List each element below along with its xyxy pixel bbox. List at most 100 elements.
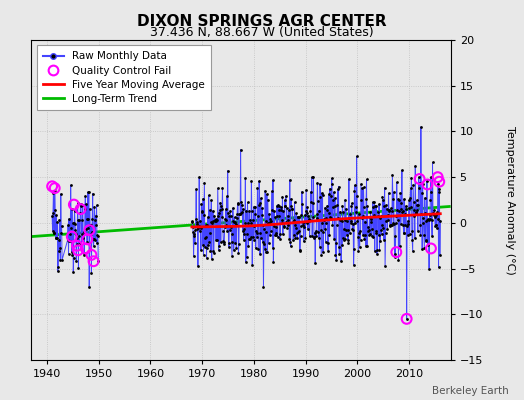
Point [389, 189, 398, 195]
Point [87, 222, 95, 228]
Point [369, 234, 378, 240]
Point [299, 238, 308, 245]
Point [263, 191, 271, 198]
Point [330, 236, 339, 242]
Point [296, 248, 304, 254]
Point [312, 233, 320, 239]
Point [411, 209, 420, 216]
Point [191, 240, 199, 246]
Point [368, 226, 376, 232]
Point [90, 243, 98, 249]
Point [345, 215, 354, 221]
Point [225, 244, 233, 250]
Point [314, 229, 322, 235]
Point [74, 216, 82, 223]
Point [391, 251, 400, 257]
Point [204, 214, 212, 220]
Point [345, 230, 354, 236]
Point [311, 260, 320, 266]
Point [389, 196, 397, 202]
Point [92, 212, 100, 219]
Point [364, 228, 372, 234]
Point [269, 259, 278, 265]
Point [236, 146, 245, 153]
Point [432, 222, 441, 228]
Point [279, 208, 288, 214]
Point [396, 242, 404, 249]
Point [397, 206, 405, 212]
Point [266, 232, 274, 238]
Point [272, 202, 281, 209]
Point [313, 180, 322, 186]
Point [316, 194, 324, 200]
Point [423, 242, 432, 248]
Point [329, 197, 337, 203]
Point [294, 228, 302, 235]
Point [389, 220, 398, 226]
Point [428, 216, 436, 223]
Point [431, 222, 439, 229]
Point [323, 239, 332, 246]
Point [279, 223, 288, 230]
Point [224, 210, 232, 216]
Point [410, 206, 419, 213]
Point [361, 232, 369, 239]
Point [235, 240, 243, 247]
Point [363, 243, 371, 249]
Point [355, 244, 364, 250]
Point [365, 226, 373, 233]
Point [323, 202, 332, 209]
Point [390, 254, 399, 260]
Point [318, 219, 326, 226]
Point [379, 225, 387, 232]
Point [370, 248, 379, 254]
Point [360, 236, 368, 242]
Point [392, 249, 400, 255]
Point [425, 216, 434, 222]
Point [394, 196, 402, 202]
Point [56, 256, 64, 263]
Point [409, 248, 417, 254]
Point [82, 245, 90, 252]
Point [75, 217, 83, 223]
Point [282, 218, 290, 225]
Point [409, 182, 417, 188]
Point [267, 218, 276, 224]
Point [199, 252, 208, 258]
Point [255, 200, 264, 206]
Point [363, 203, 372, 210]
Point [391, 233, 399, 240]
Point [78, 231, 86, 238]
Point [280, 197, 289, 204]
Point [76, 210, 84, 217]
Point [318, 190, 326, 196]
Point [366, 209, 375, 215]
Point [214, 213, 222, 220]
Point [188, 219, 196, 225]
Point [260, 241, 268, 247]
Point [211, 217, 219, 223]
Point [342, 226, 351, 233]
Point [193, 219, 201, 225]
Point [425, 265, 433, 272]
Point [263, 218, 271, 224]
Point [418, 246, 427, 252]
Point [403, 218, 412, 224]
Point [409, 199, 418, 205]
Point [392, 212, 400, 219]
Point [401, 222, 410, 228]
Point [300, 224, 309, 230]
Point [53, 219, 61, 225]
Point [73, 200, 82, 206]
Point [204, 192, 213, 198]
Point [379, 236, 388, 243]
Point [74, 264, 83, 271]
Point [297, 222, 305, 229]
Point [286, 177, 294, 183]
Point [350, 246, 358, 252]
Point [319, 229, 328, 236]
Point [411, 234, 419, 241]
Point [212, 236, 220, 243]
Point [339, 235, 347, 241]
Point [190, 232, 198, 239]
